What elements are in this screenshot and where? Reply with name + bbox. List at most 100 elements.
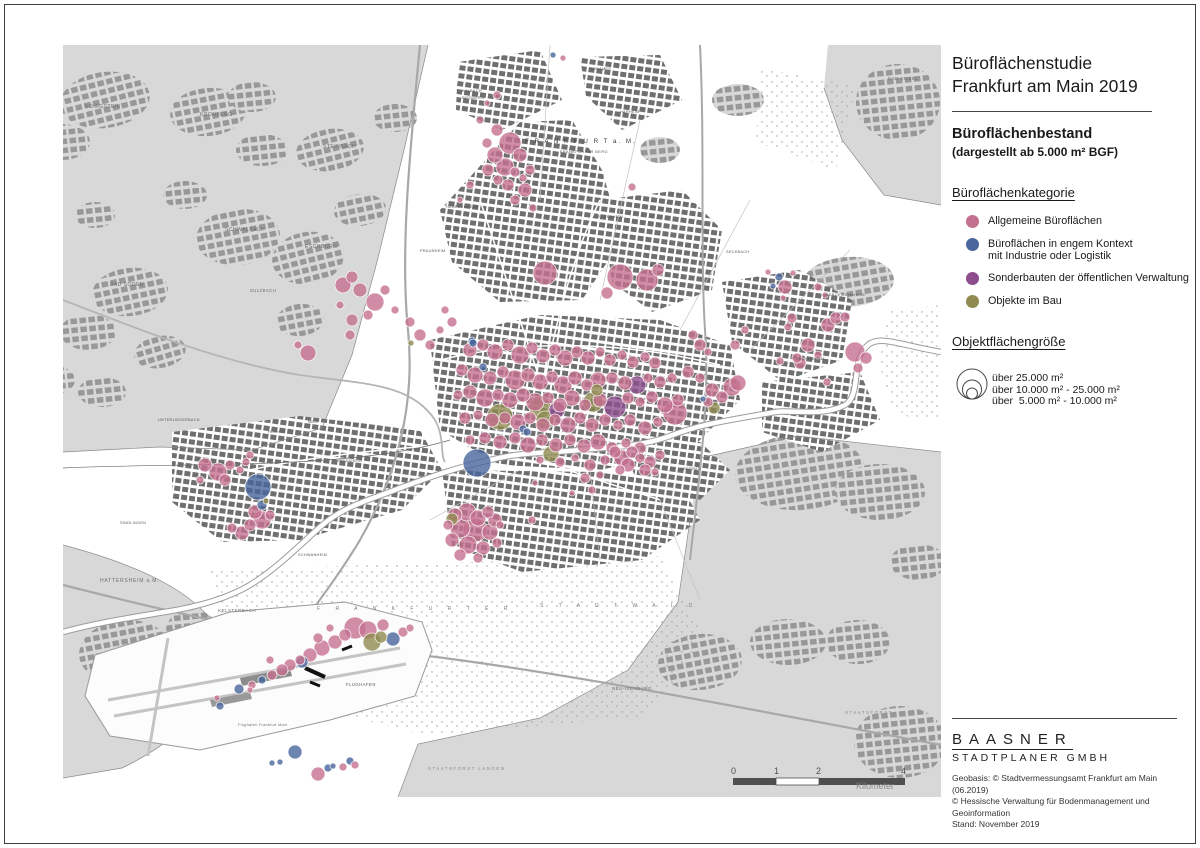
map-label: F R A N K F U R T E R [317, 606, 514, 612]
map-marker-p [519, 436, 537, 454]
map-marker-p [548, 413, 562, 427]
map-marker-p [626, 355, 640, 369]
map-marker-p [775, 356, 785, 366]
map-marker-p [350, 760, 360, 770]
map-marker-p [312, 632, 324, 644]
map-marker-p [634, 396, 646, 408]
legend-item-sonderbau: Sonderbauten der öffentlichen Verwaltung [952, 272, 1190, 285]
map-marker-p [458, 411, 472, 425]
map-label: ECKENHEIM [598, 215, 623, 219]
map-marker-p [481, 163, 495, 177]
map-marker-p [492, 434, 508, 450]
map-marker-p [235, 465, 245, 475]
map-marker-p [498, 411, 512, 425]
map-marker-p [859, 351, 873, 365]
map-marker-b [244, 473, 272, 501]
map-marker-p [779, 294, 787, 302]
map-label: KELSTERBACH [218, 608, 256, 613]
map-marker-b [699, 395, 707, 403]
map-marker-b [233, 683, 245, 695]
map-marker-p [405, 623, 415, 633]
map-marker-p [704, 382, 720, 398]
map-marker-p [446, 316, 458, 328]
map-marker-p [545, 370, 559, 384]
map-marker-p [352, 282, 368, 298]
map-label: BAD SODEN [110, 282, 144, 288]
credit-line: Stand: November 2019 [952, 819, 1040, 829]
map-marker-p [484, 412, 500, 428]
map-marker-p [478, 431, 492, 445]
map-marker-o [262, 497, 270, 505]
map-marker-p [650, 467, 660, 477]
map-marker-p [800, 337, 816, 353]
map-marker-p [197, 457, 213, 473]
place-labels: KÖNIGSTEIN KRONBERG STEINBACH SCHWALBACH ESC… [85, 67, 918, 771]
map-label: Flughafen Frankfurt Main [238, 722, 288, 727]
map-marker-p [635, 268, 659, 292]
category-heading: Büroflächenkategorie [952, 185, 1075, 200]
river-main [62, 299, 942, 636]
legend-label: Büroflächen in engem Kontext mit Industr… [988, 238, 1133, 262]
map-label: S T A D T W A L D [540, 603, 699, 609]
map-marker-p [325, 623, 335, 633]
map-marker-p [570, 453, 580, 463]
map-marker-p [486, 343, 504, 361]
map-marker-p [715, 390, 729, 404]
map-marker-p [617, 375, 633, 391]
map-marker-p [627, 182, 637, 192]
map-label: FLUGHAFEN [346, 682, 376, 687]
map-marker-p [587, 485, 597, 495]
title-divider [952, 111, 1152, 112]
map-label: ESCHBORN [305, 244, 337, 250]
map-marker-p [299, 344, 317, 362]
map-marker-p [568, 489, 576, 497]
map-marker-p [783, 322, 793, 332]
scale-label: 1 [774, 766, 779, 776]
map-marker-p [645, 390, 659, 404]
map-marker-p [275, 663, 289, 677]
map-marker-p [764, 268, 772, 276]
map-marker-p [266, 669, 278, 681]
map-marker-p [598, 413, 612, 427]
map-marker-p [481, 137, 493, 149]
map-marker-p [605, 371, 619, 385]
map-marker-p [634, 452, 646, 464]
legend-label: Objekte im Bau [988, 295, 1062, 307]
map-marker-p [362, 309, 374, 321]
map-marker-p [681, 365, 695, 379]
map-marker-p [495, 520, 505, 530]
map-marker-p [310, 766, 326, 782]
map-marker-p [594, 346, 606, 358]
size-legend: über 25.000 m² über 10.000 m² - 25.000 m²… [952, 365, 1190, 408]
legend-panel: Büroflächenstudie Frankfurt am Main 2019… [952, 52, 1190, 408]
map-marker-p [583, 458, 597, 472]
map-marker-p [510, 345, 530, 365]
map-marker-p [508, 431, 522, 445]
map-marker-p [525, 341, 539, 355]
size-label: über 10.000 m² - 25.000 m² [992, 383, 1120, 396]
map-marker-p [523, 411, 537, 425]
map-marker-p [518, 173, 528, 183]
map-label: HEDDERNHEIM [446, 205, 478, 209]
map-marker-o [407, 339, 415, 347]
map-label: HARHEIM [620, 110, 640, 114]
map-marker-p [625, 445, 639, 459]
map-marker-p [466, 366, 484, 384]
map-label: PRAUNHEIM [420, 249, 445, 253]
map-marker-o [374, 630, 388, 644]
scale-unit: Kilometer [856, 781, 894, 791]
map-marker-b [329, 762, 337, 770]
map-marker-p [653, 375, 667, 389]
map-marker-p [365, 292, 385, 312]
map-marker-p [693, 338, 707, 352]
map-marker-p [603, 353, 617, 367]
map-label: FECHENHEIM [796, 357, 824, 361]
map-marker-p [740, 325, 750, 335]
map-label: RIEDBERG [462, 96, 484, 100]
map-marker-p [535, 433, 549, 447]
map-marker-b [276, 758, 284, 766]
map-marker-v [603, 395, 627, 419]
map-label: STEINBACH [323, 144, 356, 150]
map-marker-p [435, 325, 445, 335]
map-marker-b [549, 51, 557, 59]
